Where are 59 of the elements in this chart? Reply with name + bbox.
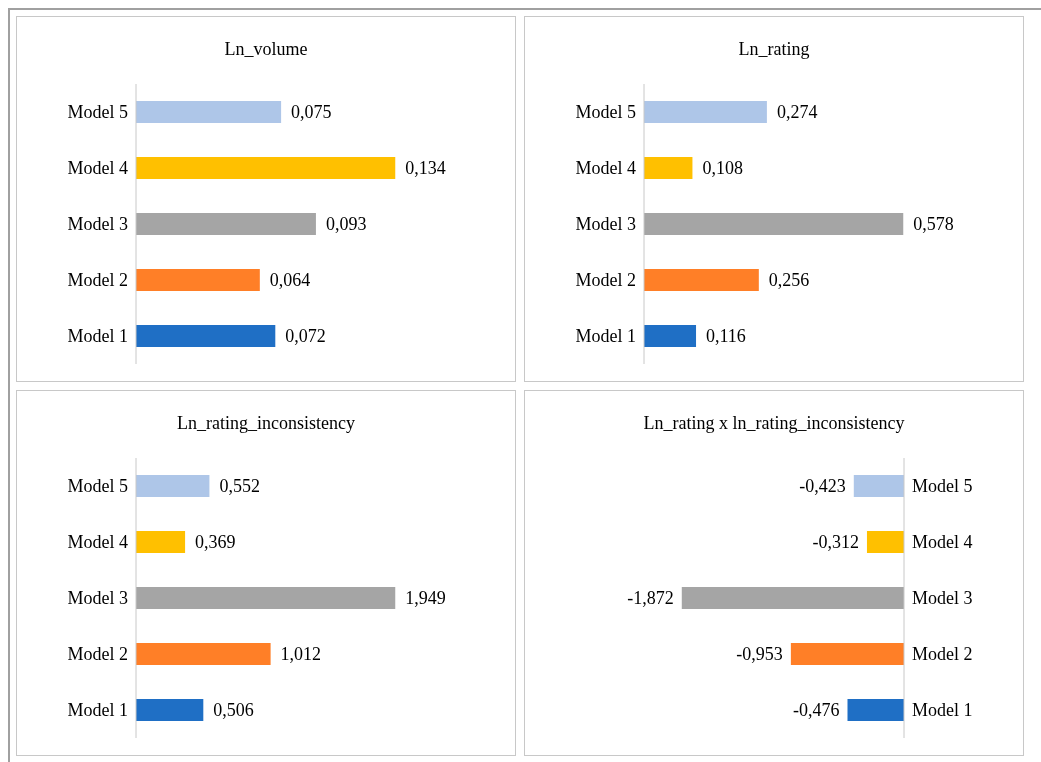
bar: [644, 269, 759, 291]
chart-title: Ln_rating: [738, 39, 810, 60]
y-tick-label: Model 5: [912, 476, 973, 497]
bar: [644, 157, 693, 179]
y-tick-label: Model 1: [67, 700, 128, 721]
bar: [136, 699, 204, 721]
y-tick-label: Model 3: [912, 588, 973, 609]
bar: [644, 325, 697, 347]
chart-title: Ln_rating x ln_rating_inconsistency: [643, 413, 905, 434]
data-label: -0,953: [736, 644, 783, 665]
chart-title: Ln_volume: [224, 39, 308, 60]
data-label: 0,116: [706, 326, 746, 347]
y-tick-label: Model 3: [67, 588, 128, 609]
y-tick-label: Model 2: [67, 644, 128, 665]
bar: [136, 101, 282, 123]
y-tick-label: Model 4: [67, 532, 128, 553]
data-label: 0,274: [776, 102, 818, 123]
bar: [136, 531, 186, 553]
data-label: -0,423: [799, 476, 846, 497]
data-label: 0,108: [702, 158, 743, 179]
data-label: -1,872: [627, 588, 674, 609]
y-tick-label: Model 4: [575, 158, 636, 179]
data-label: 0,506: [213, 700, 254, 721]
data-label: 0,256: [768, 270, 810, 291]
y-tick-label: Model 1: [67, 326, 128, 347]
y-tick-label: Model 2: [67, 270, 128, 291]
data-label: 0,064: [269, 270, 311, 291]
bar: [136, 475, 210, 497]
y-tick-label: Model 5: [575, 102, 636, 123]
bar: [136, 325, 276, 347]
data-label: -0,476: [792, 700, 840, 721]
bar: [136, 213, 316, 235]
bar: [644, 213, 904, 235]
data-label: 0,552: [219, 476, 260, 497]
y-tick-label: Model 2: [575, 270, 636, 291]
bar: [136, 643, 271, 665]
bar: [136, 269, 260, 291]
y-tick-label: Model 3: [575, 214, 636, 235]
data-label: 0,075: [291, 102, 332, 123]
bar: [136, 157, 396, 179]
data-label: 0,134: [405, 158, 446, 179]
y-tick-label: Model 1: [912, 700, 973, 721]
bar: [644, 101, 767, 123]
data-label: 0,369: [195, 532, 236, 553]
data-label: 1,949: [405, 588, 446, 609]
y-tick-label: Model 1: [575, 326, 636, 347]
data-label: 0,578: [913, 214, 954, 235]
data-label: 1,012: [280, 644, 322, 665]
y-tick-label: Model 3: [67, 214, 128, 235]
data-label: -0,312: [812, 532, 859, 553]
data-label: 0,093: [325, 214, 367, 235]
chart-title: Ln_rating_inconsistency: [177, 413, 355, 434]
data-label: 0,072: [285, 326, 326, 347]
y-tick-label: Model 4: [912, 532, 973, 553]
y-tick-label: Model 2: [912, 644, 973, 665]
y-tick-label: Model 5: [67, 476, 128, 497]
y-tick-label: Model 5: [67, 102, 128, 123]
bar: [136, 587, 396, 609]
y-tick-label: Model 4: [67, 158, 128, 179]
